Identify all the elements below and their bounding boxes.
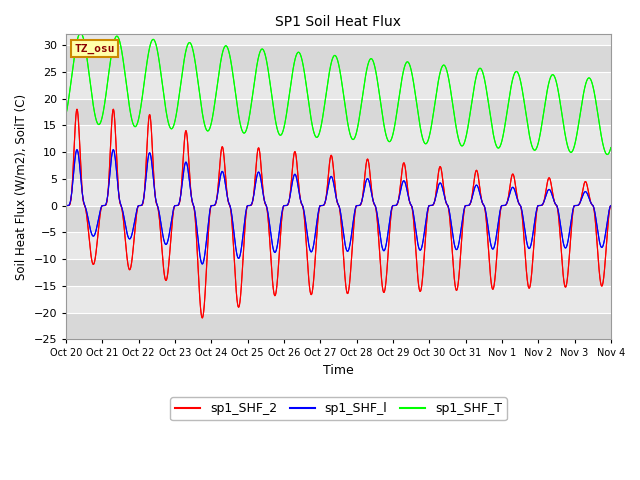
Title: SP1 Soil Heat Flux: SP1 Soil Heat Flux bbox=[275, 15, 401, 29]
Bar bbox=[66, 286, 611, 312]
Bar bbox=[66, 312, 611, 339]
sp1_SHF_2 bbox=[109, 107, 117, 112]
sp1_SHF_T bbox=[492, 141, 499, 146]
Line: sp1_SHF_2: sp1_SHF_2 bbox=[66, 109, 611, 318]
Line: sp1_SHF_l: sp1_SHF_l bbox=[66, 150, 611, 264]
sp1_SHF_2 bbox=[607, 203, 614, 208]
sp1_SHF_2 bbox=[198, 315, 206, 321]
sp1_SHF_l bbox=[607, 203, 614, 208]
Text: TZ_osu: TZ_osu bbox=[74, 44, 115, 54]
sp1_SHF_T bbox=[431, 104, 438, 109]
Bar bbox=[66, 125, 611, 152]
Legend: sp1_SHF_2, sp1_SHF_l, sp1_SHF_T: sp1_SHF_2, sp1_SHF_l, sp1_SHF_T bbox=[170, 397, 507, 420]
sp1_SHF_l bbox=[198, 261, 206, 267]
sp1_SHF_2 bbox=[319, 203, 326, 208]
Bar bbox=[66, 45, 611, 72]
sp1_SHF_l bbox=[461, 204, 468, 210]
sp1_SHF_2 bbox=[492, 269, 499, 275]
sp1_SHF_l bbox=[160, 238, 168, 244]
Bar bbox=[66, 72, 611, 98]
sp1_SHF_l bbox=[319, 203, 326, 208]
sp1_SHF_T bbox=[77, 30, 84, 36]
sp1_SHF_T bbox=[607, 146, 614, 152]
sp1_SHF_T bbox=[318, 118, 326, 123]
sp1_SHF_l bbox=[109, 147, 117, 153]
Y-axis label: Soil Heat Flux (W/m2), SoilT (C): Soil Heat Flux (W/m2), SoilT (C) bbox=[15, 94, 28, 280]
Bar bbox=[66, 152, 611, 179]
sp1_SHF_T bbox=[62, 111, 70, 117]
X-axis label: Time: Time bbox=[323, 364, 354, 377]
sp1_SHF_l bbox=[607, 203, 614, 209]
Bar bbox=[66, 98, 611, 125]
sp1_SHF_2 bbox=[431, 199, 438, 204]
sp1_SHF_T bbox=[604, 152, 611, 157]
sp1_SHF_l bbox=[492, 238, 499, 244]
sp1_SHF_l bbox=[62, 203, 70, 208]
sp1_SHF_2 bbox=[62, 203, 70, 208]
Line: sp1_SHF_T: sp1_SHF_T bbox=[66, 33, 611, 155]
sp1_SHF_2 bbox=[461, 205, 468, 211]
sp1_SHF_T bbox=[607, 144, 614, 150]
sp1_SHF_T bbox=[160, 95, 168, 100]
Bar bbox=[66, 232, 611, 259]
sp1_SHF_T bbox=[461, 139, 468, 145]
sp1_SHF_l bbox=[431, 199, 438, 204]
Bar bbox=[66, 259, 611, 286]
sp1_SHF_2 bbox=[607, 204, 614, 209]
Bar bbox=[66, 179, 611, 205]
sp1_SHF_2 bbox=[160, 270, 168, 276]
Bar bbox=[66, 205, 611, 232]
